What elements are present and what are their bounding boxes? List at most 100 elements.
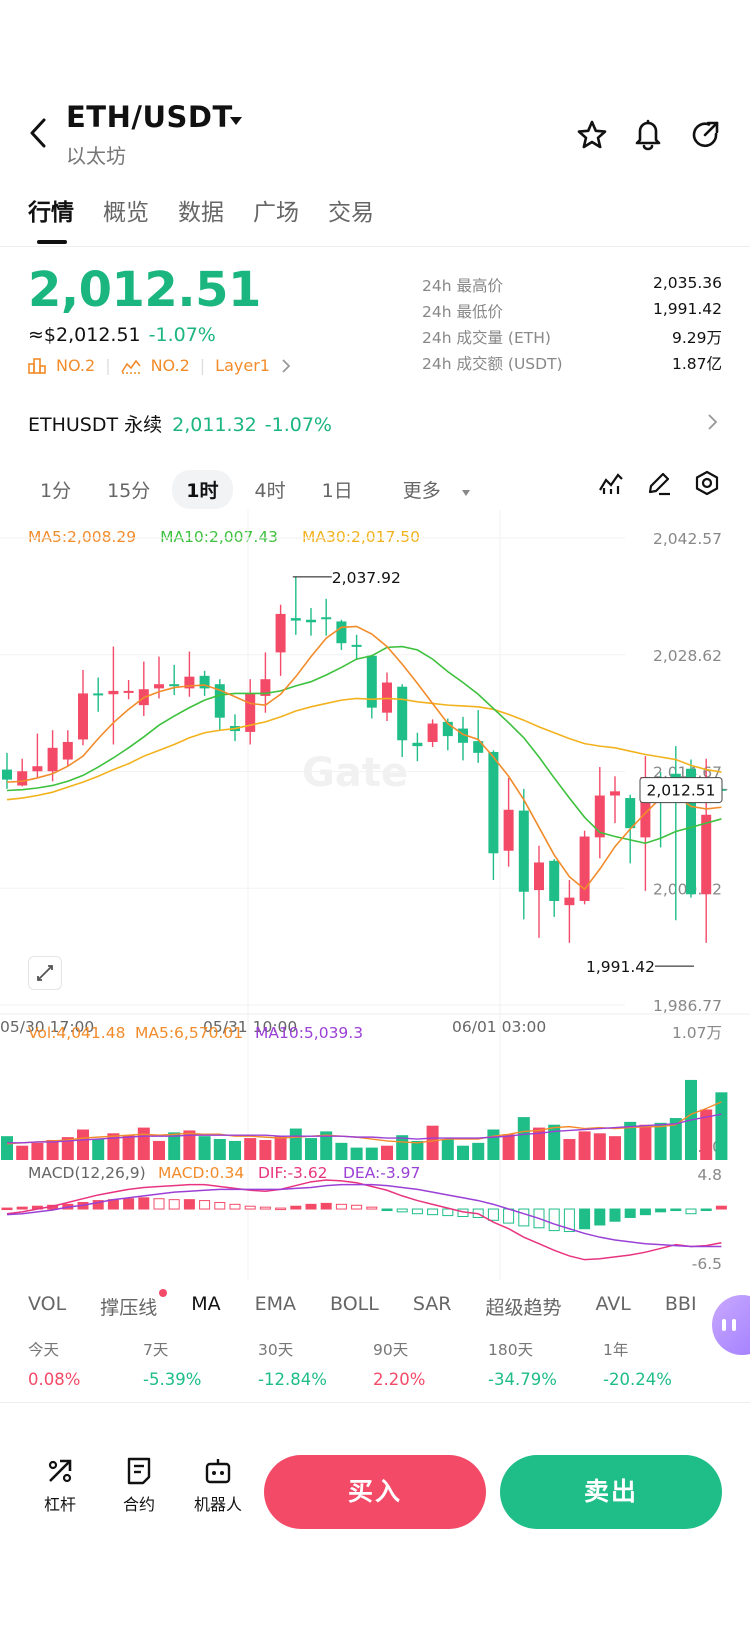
- indicator-ema[interactable]: EMA: [254, 1293, 297, 1315]
- ma30-legend: MA30:2,017.50: [302, 528, 420, 546]
- volume-bar: [609, 1136, 621, 1160]
- tab-data[interactable]: 数据: [178, 200, 224, 226]
- chevron-right-icon[interactable]: [706, 413, 718, 435]
- indicator-support-resistance[interactable]: 撑压线: [100, 1289, 168, 1320]
- tab-trade[interactable]: 交易: [328, 200, 374, 226]
- stat-label: 24h 成交量 (ETH): [422, 329, 551, 347]
- perf-value: -34.79%: [488, 1370, 557, 1389]
- macd-hist-bar: [655, 1208, 667, 1213]
- kline-chart[interactable]: 2,042.572,028.622,014.672,000.721,986.77…: [0, 510, 750, 1280]
- leverage-button[interactable]: 杠杆: [30, 1455, 90, 1515]
- candle-body: [260, 679, 271, 696]
- draw-pencil-icon[interactable]: [646, 470, 672, 500]
- dea-legend-value: DEA:-3.97: [343, 1164, 420, 1182]
- robot-button[interactable]: 机器人: [188, 1455, 248, 1515]
- ma10-legend: MA10:2,007.43: [160, 528, 279, 546]
- divider: [0, 1402, 750, 1403]
- fullscreen-button[interactable]: [28, 956, 62, 990]
- macd-hist-bar: [183, 1199, 195, 1210]
- candle-body: [214, 684, 225, 718]
- interval-more[interactable]: 更多: [375, 470, 485, 509]
- vol-ma10-line: [7, 1113, 722, 1144]
- volume-bar: [320, 1131, 333, 1160]
- bell-icon[interactable]: [632, 117, 664, 155]
- macd-hist-bar: [579, 1208, 591, 1230]
- volume-bar: [122, 1135, 135, 1160]
- candle-body: [458, 728, 468, 743]
- perf-value: 0.08%: [28, 1370, 81, 1389]
- perf-value: -5.39%: [143, 1370, 202, 1389]
- candle-body: [2, 769, 12, 780]
- indicator-vol[interactable]: VOL: [28, 1293, 67, 1315]
- volume-bar: [77, 1129, 89, 1160]
- pair-title[interactable]: ETH/USDT: [66, 100, 233, 134]
- market-cap-rank-icon: [28, 357, 46, 374]
- perf-label: 1年: [603, 1341, 629, 1359]
- stat-row: 24h 最低价 1,991.42: [422, 300, 722, 326]
- interval-4h[interactable]: 4时: [254, 480, 286, 502]
- indicator-ma[interactable]: MA: [191, 1293, 221, 1315]
- expand-icon: [37, 965, 53, 981]
- rank-market-cap: NO.2: [56, 356, 96, 375]
- indicator-support-resistance-label: 撑压线: [100, 1297, 158, 1319]
- volume-bar: [274, 1136, 287, 1160]
- indicator-supertrend[interactable]: 超级趋势: [485, 1297, 562, 1319]
- settings-gear-icon[interactable]: [694, 470, 720, 500]
- indicator-avl[interactable]: AVL: [595, 1293, 631, 1315]
- indicator-icon[interactable]: [598, 470, 624, 500]
- ma30-line: [6, 697, 722, 801]
- share-icon[interactable]: [690, 119, 722, 155]
- indicator-boll[interactable]: BOLL: [330, 1293, 379, 1315]
- volume-bar: [533, 1127, 545, 1160]
- watermark-logo: Gate: [302, 750, 408, 796]
- candle-body: [610, 791, 620, 796]
- vol-y-tick-label: 1.07万: [672, 1024, 722, 1042]
- last-price-tag: [639, 777, 723, 804]
- tab-market[interactable]: 行情: [28, 200, 74, 226]
- interval-15m[interactable]: 15分: [107, 480, 151, 502]
- interval-1h[interactable]: 1时: [172, 470, 233, 509]
- macd-hist-bar: [563, 1208, 575, 1233]
- tab-overview[interactable]: 概览: [103, 200, 149, 226]
- candle-body: [625, 798, 636, 829]
- buy-button[interactable]: 买入: [264, 1455, 486, 1529]
- macd-legend-value: MACD:0.34: [158, 1164, 244, 1182]
- indicator-sar[interactable]: SAR: [412, 1293, 452, 1315]
- volume-bar: [578, 1131, 591, 1160]
- sell-button[interactable]: 卖出: [500, 1455, 722, 1529]
- volume-bar: [548, 1124, 561, 1160]
- candle-body: [564, 897, 575, 906]
- volume-bar: [563, 1139, 576, 1160]
- tab-square[interactable]: 广场: [253, 200, 299, 226]
- chevron-left-icon: [30, 118, 46, 148]
- perf-label: 30天: [258, 1341, 294, 1359]
- stats-panel: 24h 最高价 2,035.36 24h 最低价 1,991.42 24h 成交量 …: [422, 274, 722, 378]
- stat-label: 24h 最低价: [422, 303, 503, 321]
- interval-1d[interactable]: 1日: [321, 480, 353, 502]
- interval-1m[interactable]: 1分: [40, 480, 72, 502]
- assistant-bubble[interactable]: [712, 1295, 750, 1355]
- chevron-right-icon: [282, 358, 291, 373]
- favorite-star-icon[interactable]: [576, 119, 608, 155]
- perf-item: 30天 -12.84%: [258, 1338, 373, 1389]
- fiat-price-row: ≈$2,012.51 -1.07%: [28, 324, 216, 346]
- stat-row: 24h 成交量 (ETH) 9.29万: [422, 326, 722, 352]
- volume-bar: [335, 1142, 348, 1160]
- back-button[interactable]: [26, 116, 52, 150]
- rank-separator: |: [199, 356, 206, 375]
- performance-row: 今天 0.08% 7天 -5.39% 30天 -12.84% 90天 2.20% 180…: [28, 1338, 718, 1389]
- pair-dropdown-icon[interactable]: [228, 112, 244, 131]
- ma5-legend: MA5:2,008.29: [28, 528, 137, 546]
- candle-body: [78, 693, 88, 740]
- volume-rank-icon: [120, 359, 141, 374]
- candle-body: [321, 617, 332, 620]
- contract-button[interactable]: 合约: [109, 1455, 169, 1515]
- robot-label: 机器人: [193, 1495, 242, 1514]
- candle-body: [62, 741, 73, 760]
- volume-bar: [16, 1145, 29, 1160]
- perf-item: 今天 0.08%: [28, 1338, 143, 1389]
- rank-row[interactable]: NO.2 | NO.2 | Layer1: [28, 356, 292, 375]
- indicator-bbi[interactable]: BBI: [664, 1293, 697, 1315]
- macd-hist-bar: [442, 1208, 454, 1217]
- perpetual-link[interactable]: ETHUSDT 永续 2,011.32 -1.07%: [28, 410, 332, 437]
